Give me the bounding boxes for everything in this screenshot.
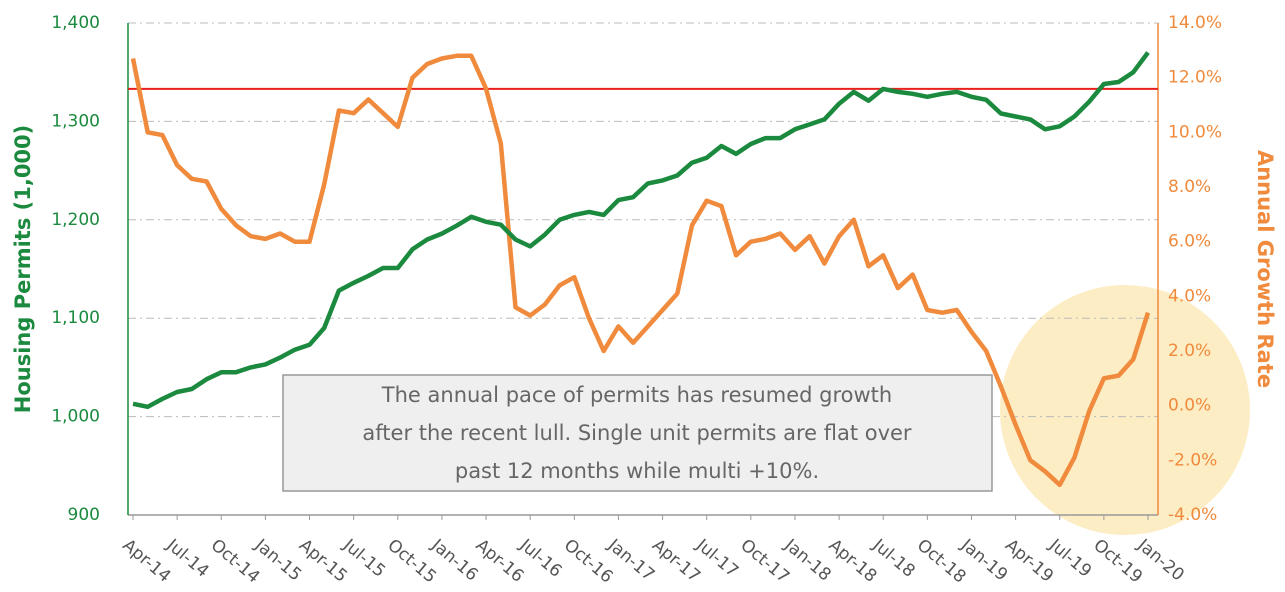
y2-tick-label: 14.0% [1168,13,1222,33]
y-tick-label: 1,200 [51,210,100,230]
annotation: past 12 months while multi +10%. [455,459,819,483]
series-line [130,53,1151,488]
x-tick-label: Oct-17 [736,535,793,587]
y-tick-label: 1,300 [51,111,100,131]
x-tick-label: Oct-16 [560,535,617,587]
annotation: after the recent lull. Single unit permi… [362,421,912,445]
x-tick-label: Apr-17 [648,535,704,586]
y-tick-label: 1,400 [51,13,100,33]
annotation: The annual pace of permits has resumed g… [381,383,892,407]
y2-tick-label: 4.0% [1168,286,1211,306]
y2-tick-label: -4.0% [1168,505,1217,525]
annotation-box [282,374,993,492]
y2-tick-label: 12.0% [1168,68,1222,88]
y-tick-label: 1,100 [51,308,100,328]
x-tick-label: Apr-14 [119,535,175,586]
x-tick-label: Apr-19 [1001,535,1057,586]
x-tick-label: Oct-19 [1089,535,1146,587]
y-tick-label: 900 [68,505,100,525]
y2-tick-label: -2.0% [1168,450,1217,470]
y2-axis-label: Annual Growth Rate [1253,150,1277,388]
marks [128,51,1158,488]
y2-tick-label: 6.0% [1168,232,1211,252]
x-tick-label: Oct-14 [207,535,264,587]
y-tick-label: 1,000 [51,407,100,427]
y2-tick-label: 8.0% [1168,177,1211,197]
y-axis-label: Housing Permits (1,000) [11,125,35,413]
series-line [132,51,1150,410]
x-tick-label: Apr-16 [472,535,528,586]
x-tick-label: Oct-18 [913,535,970,587]
y2-tick-label: 10.0% [1168,122,1222,142]
highlight [1000,285,1250,535]
x-tick-label: Apr-18 [825,535,881,586]
y2-tick-label: 2.0% [1168,341,1211,361]
y2-tick-label: 0.0% [1168,396,1211,416]
x-tick-label: Apr-15 [295,535,351,586]
x-tick-label: Oct-15 [383,535,440,587]
